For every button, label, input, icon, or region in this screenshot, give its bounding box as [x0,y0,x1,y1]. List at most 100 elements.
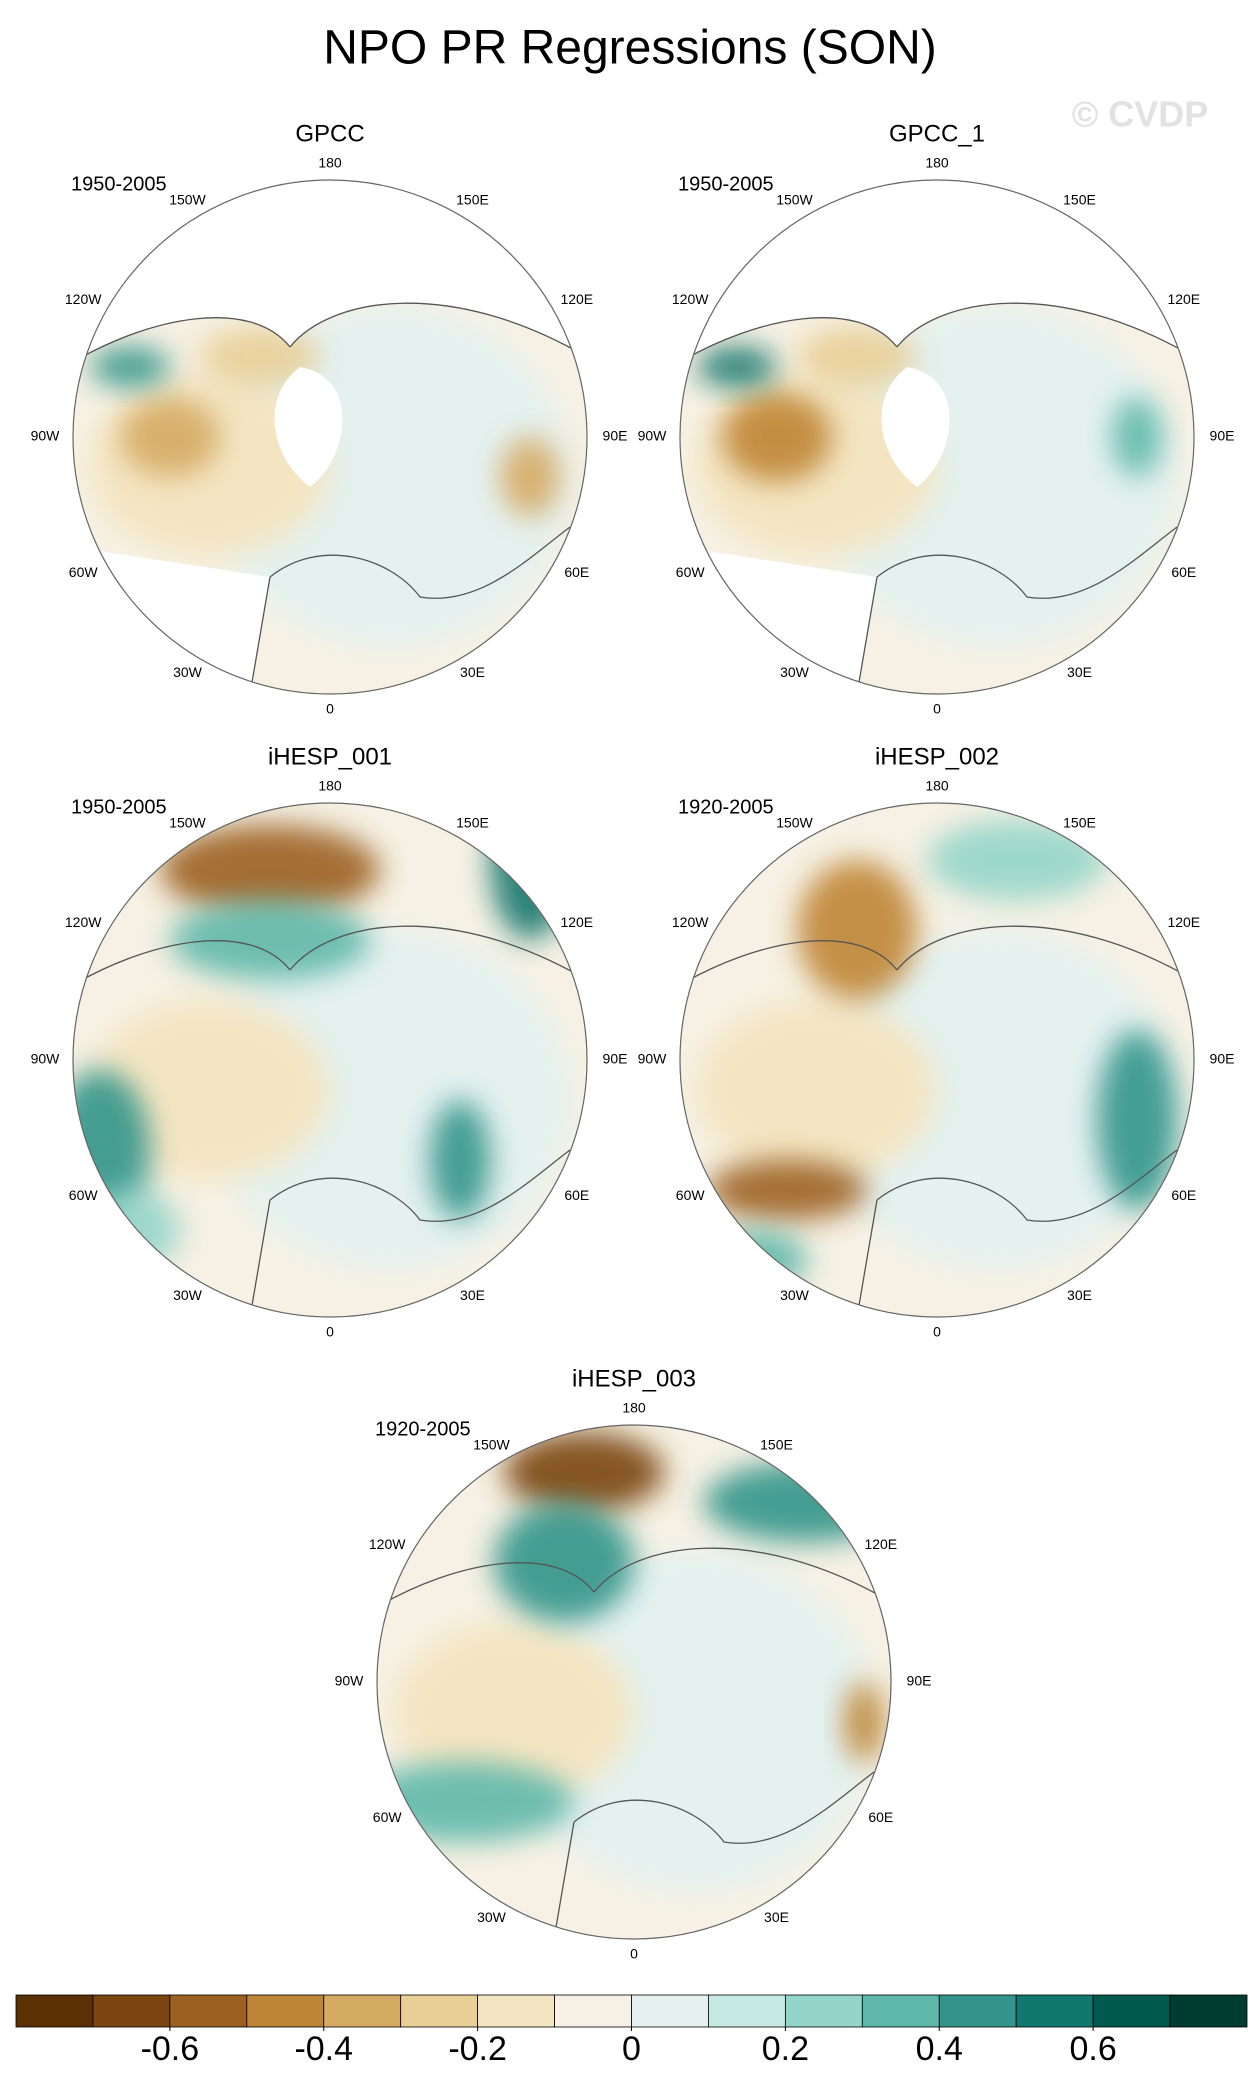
map-border [376,1424,892,1940]
longitude-label: 120E [1167,914,1200,930]
map-panel: iHESP_002 1920-2005 180 150E 120E 90E 60E 30E 0 3… [638,743,1235,1339]
map-anomaly [160,825,380,915]
figure-title: NPO PR Regressions (SON) [323,22,936,75]
map-border [72,179,588,695]
panel-period: 1950-2005 [678,173,774,195]
map-anomaly [90,347,170,387]
longitude-label: 0 [630,1946,638,1962]
longitude-label: 90W [638,428,668,444]
colorbar-swatch [861,1994,940,2028]
colorbar-swatch [400,1994,479,2028]
map-anomaly [797,327,917,387]
colorbar-swatch [631,1994,709,2028]
map-anomaly [704,1462,891,1542]
longitude-label: 30W [173,1287,203,1303]
map-field [377,1425,891,1939]
longitude-label: 150E [760,1436,793,1452]
panel-title: iHESP_003 [572,1365,696,1392]
colorbar-tick-label: 0.6 [1069,2030,1116,2068]
longitude-label: 30E [1067,664,1092,680]
map-anomaly [430,1100,490,1220]
map-field [73,803,587,1317]
map-background-tint [90,1000,330,1180]
colorbar-swatch [15,1994,94,2028]
coastline [680,925,1194,1317]
colorbar-tick-label: 0.2 [762,2030,809,2068]
longitude-label: 60E [1171,1187,1196,1203]
map-field [73,180,587,694]
longitude-label: 150W [776,814,813,830]
colorbar-swatch [169,1994,248,2028]
coastline [680,302,1194,694]
longitude-label: 60E [868,1809,893,1825]
longitude-label: 120W [672,291,709,307]
map-panel: GPCC 1950-2005 180 150E 120E 90E 60E 30E 0 30W 60W… [31,120,628,716]
colorbar-swatch [323,1994,402,2028]
longitude-label: 30W [780,664,810,680]
map-border [679,179,1195,695]
longitude-label: 60W [373,1809,403,1825]
longitude-label: 0 [326,1324,334,1340]
map-anomaly [722,392,832,482]
colorbar-tick-label: -0.6 [141,2030,200,2068]
colorbar-tick-label: -0.4 [294,2030,353,2068]
longitude-label: 120E [1167,291,1200,307]
colorbar-swatch [784,1994,863,2028]
longitude-label: 30W [477,1909,507,1925]
map-anomaly [707,1160,867,1220]
longitude-label: 90E [907,1673,932,1689]
colorbar-swatch [1169,1994,1248,2028]
longitude-label: 180 [622,1400,646,1416]
map-field [680,803,1194,1317]
longitude-label: 0 [933,1324,941,1340]
panel-title: iHESP_002 [875,743,999,770]
map-anomaly [377,1762,574,1842]
longitude-label: 30E [460,664,485,680]
map-anomaly [797,860,917,1000]
longitude-label: 120W [672,914,709,930]
longitude-label: 120W [65,291,102,307]
longitude-label: 60W [69,1187,99,1203]
longitude-label: 180 [318,155,342,171]
coastline [73,302,587,694]
map-field [680,180,1194,694]
longitude-label: 180 [925,155,949,171]
longitude-label: 60W [69,564,99,580]
colorbar-tick-label: -0.2 [448,2030,507,2068]
colorbar-swatch [246,1994,325,2028]
longitude-label: 90E [1210,428,1235,444]
longitude-label: 0 [326,701,334,717]
missing-data [274,367,343,487]
missing-data [680,180,1194,362]
map-anomaly [120,397,220,477]
longitude-label: 120W [369,1536,406,1552]
longitude-label: 60E [564,564,589,580]
map-anomaly [707,1230,807,1290]
longitude-label: 150W [169,191,206,207]
longitude-label: 60E [564,1187,589,1203]
map-anomaly [490,803,570,940]
longitude-label: 150W [473,1436,510,1452]
longitude-label: 120E [560,291,593,307]
longitude-label: 90W [638,1051,668,1067]
colorbar-swatch [477,1994,555,2028]
colorbar-tick-label: 0.4 [916,2030,963,2068]
map-anomaly [504,1432,664,1512]
longitude-label: 150E [456,191,489,207]
longitude-label: 90E [603,428,628,444]
longitude-label: 150W [776,191,813,207]
longitude-label: 150W [169,814,206,830]
longitude-label: 30E [1067,1287,1092,1303]
map-background-tint [697,1000,937,1180]
map-anomaly [500,437,560,517]
longitude-label: 60E [1171,564,1196,580]
longitude-label: 90E [1210,1051,1235,1067]
map-anomaly [927,820,1107,900]
map-anomaly [170,900,370,980]
longitude-label: 30E [764,1909,789,1925]
panel-period: 1950-2005 [71,173,167,195]
map-background-tint [394,1622,634,1802]
longitude-label: 0 [933,701,941,717]
